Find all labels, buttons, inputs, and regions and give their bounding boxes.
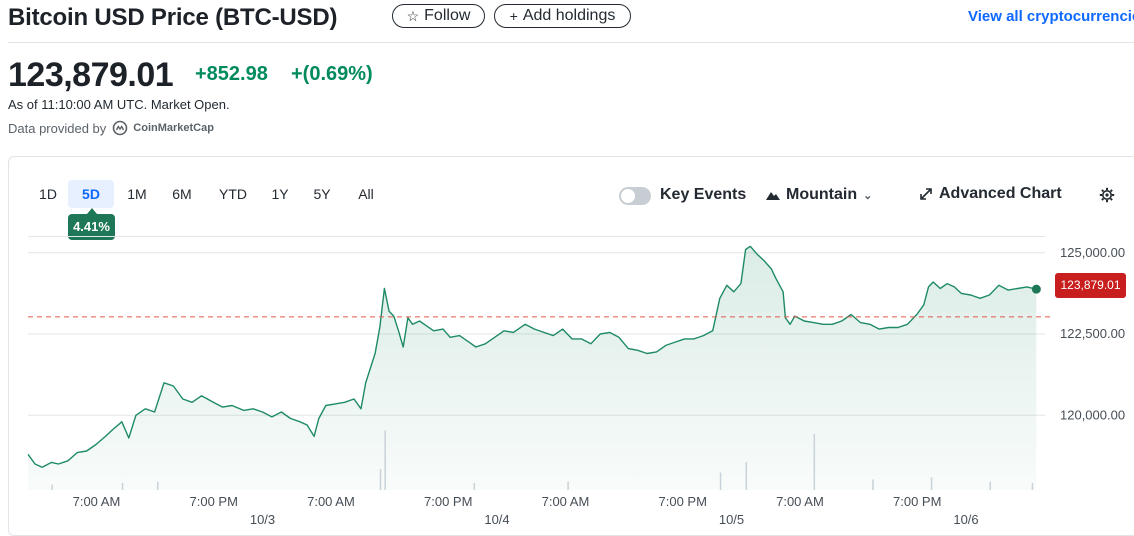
- data-provider: Data provided by CoinMarketCap: [8, 120, 214, 136]
- chart-type-dropdown[interactable]: Mountain ⌄: [766, 186, 872, 204]
- y-tick-label: 120,000.00: [1060, 407, 1125, 422]
- x-tick-label: 7:00 PM: [659, 494, 707, 509]
- as-of-timestamp: As of 11:10:00 AM UTC. Market Open.: [8, 97, 230, 112]
- date-label: 10/4: [484, 512, 509, 527]
- add-holdings-button[interactable]: + Add holdings: [494, 4, 631, 28]
- range-tab-1y[interactable]: 1Y: [271, 186, 289, 202]
- volume-bar: [989, 481, 991, 490]
- x-tick-label: 7:00 PM: [893, 494, 941, 509]
- volume-bar: [719, 472, 722, 490]
- date-label: 10/5: [719, 512, 744, 527]
- volume-bar: [745, 462, 748, 490]
- volume-bar: [1031, 483, 1034, 490]
- advanced-chart-button[interactable]: Advanced Chart: [919, 185, 1062, 203]
- gear-icon[interactable]: [1099, 187, 1115, 203]
- range-tab-6m[interactable]: 6M: [172, 186, 192, 202]
- data-provider-prefix: Data provided by: [8, 120, 107, 136]
- toggle-knob: [621, 189, 635, 203]
- key-events-toggle[interactable]: [619, 187, 651, 205]
- date-label: 10/3: [250, 512, 275, 527]
- x-tick-label: 7:00 AM: [73, 494, 121, 509]
- current-price-dot: [1031, 284, 1041, 294]
- x-tick-label: 7:00 PM: [190, 494, 238, 509]
- expand-icon: [920, 188, 932, 200]
- volume-bar: [473, 483, 476, 490]
- price-change-percent: +(0.69%): [291, 63, 373, 85]
- page-title: Bitcoin USD Price (BTC-USD): [8, 4, 338, 31]
- advanced-chart-label: Advanced Chart: [939, 185, 1062, 202]
- header-divider: [8, 42, 1134, 43]
- price-change: +852.98: [195, 63, 268, 85]
- data-provider-name: CoinMarketCap: [133, 122, 214, 134]
- date-label: 10/6: [953, 512, 978, 527]
- range-tab-5y[interactable]: 5Y: [313, 186, 331, 202]
- mountain-icon: [766, 192, 780, 200]
- current-price-tag: 123,879.01: [1055, 273, 1126, 298]
- chart-type-label: Mountain: [786, 186, 858, 203]
- volume-bar: [872, 479, 874, 490]
- x-tick-label: 7:00 AM: [542, 494, 590, 509]
- follow-label: Follow: [424, 7, 471, 24]
- x-tick-label: 7:00 AM: [776, 494, 824, 509]
- x-tick-label: 7:00 AM: [307, 494, 355, 509]
- coinmarketcap-logo-icon: [112, 120, 128, 136]
- range-tab-1m[interactable]: 1M: [127, 186, 147, 202]
- chevron-down-icon: ⌄: [863, 189, 873, 202]
- volume-bar: [156, 481, 159, 490]
- price-area: [28, 246, 1037, 490]
- range-tab-1d[interactable]: 1D: [39, 186, 57, 202]
- range-change-badge: 4.41%: [68, 208, 115, 240]
- volume-bar: [379, 469, 382, 490]
- view-all-cryptocurrencies-link[interactable]: View all cryptocurrencies: [968, 8, 1134, 25]
- y-tick-label: 125,000.00: [1060, 245, 1125, 260]
- range-tab-ytd[interactable]: YTD: [219, 186, 247, 202]
- star-outline-icon: ☆: [406, 7, 420, 24]
- range-tab-all[interactable]: All: [358, 186, 374, 202]
- volume-bar: [51, 484, 53, 490]
- volume-bar: [930, 477, 933, 490]
- volume-bar: [121, 483, 124, 490]
- y-tick-label: 122,500.00: [1060, 326, 1125, 341]
- price-line: [27, 245, 1037, 468]
- range-tab-5d[interactable]: 5D: [68, 180, 114, 208]
- plus-icon: +: [509, 8, 518, 24]
- volume-bar: [813, 434, 816, 490]
- key-events-label[interactable]: Key Events: [660, 186, 747, 203]
- x-tick-label: 7:00 PM: [424, 494, 472, 509]
- add-holdings-label: Add holdings: [522, 7, 616, 24]
- volume-bar: [384, 430, 386, 490]
- follow-button[interactable]: ☆ Follow: [392, 4, 485, 28]
- volume-bar: [567, 481, 569, 490]
- current-price: 123,879.01: [8, 56, 174, 94]
